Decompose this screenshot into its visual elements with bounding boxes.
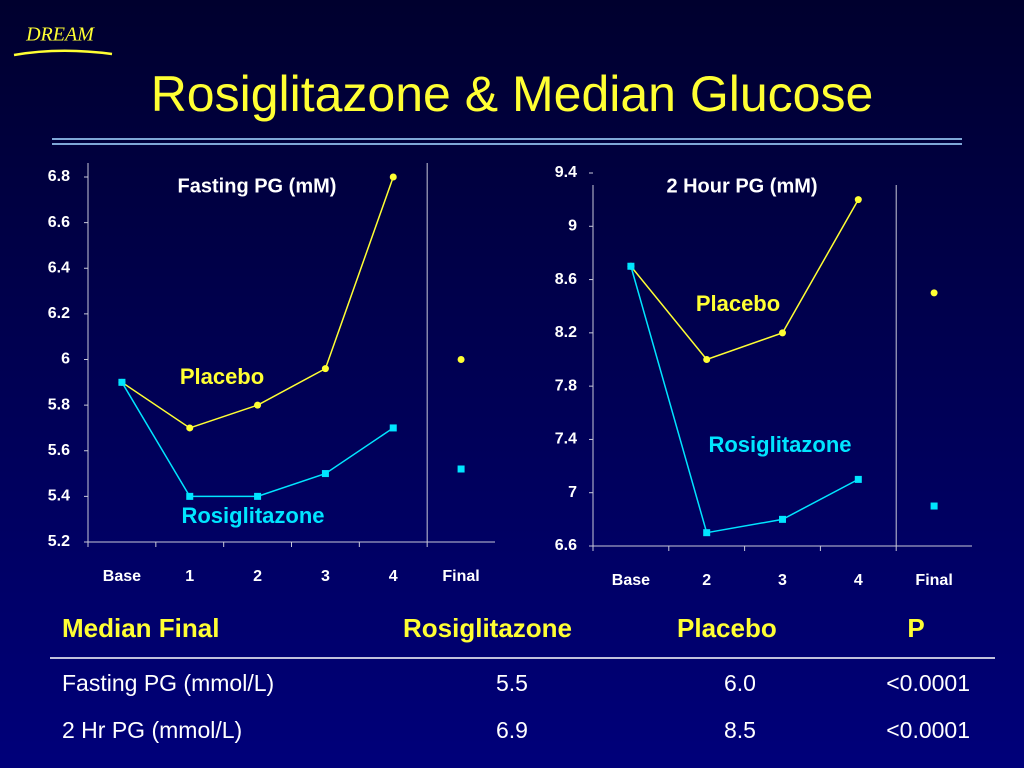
table-header: Median Final xyxy=(62,613,219,643)
series-line xyxy=(630,199,859,361)
table: Median Final Rosiglitazone Placebo P Fasting… xyxy=(50,613,995,743)
y-tick-label: 6 xyxy=(61,351,70,368)
series-label: Rosiglitazone xyxy=(181,503,324,528)
y-tick-label: 5.6 xyxy=(48,442,70,459)
table-cell: 2 Hr PG (mmol/L) xyxy=(62,717,242,743)
table-cell: 5.5 xyxy=(496,670,528,696)
y-tick-label: 7 xyxy=(568,484,577,501)
series-label: Placebo xyxy=(696,291,780,316)
table-cell: Fasting PG (mmol/L) xyxy=(62,670,274,696)
y-tick-label: 8.6 xyxy=(555,271,577,288)
marker xyxy=(186,424,194,432)
table-header: P xyxy=(907,613,924,643)
table-cell: <0.0001 xyxy=(886,717,970,743)
logo: DREAM xyxy=(25,24,95,46)
y-tick-label: 7.4 xyxy=(555,431,577,448)
y-tick-label: 6.6 xyxy=(555,537,577,554)
marker xyxy=(627,262,635,270)
table-cell: 6.0 xyxy=(724,670,756,696)
y-tick-label: 6.6 xyxy=(48,214,70,231)
y-tick-label: 7.8 xyxy=(555,377,577,394)
x-tick-label: 3 xyxy=(778,572,787,589)
marker xyxy=(854,475,862,483)
y-tick-label: 6.2 xyxy=(48,305,70,322)
table-cell: 8.5 xyxy=(724,717,756,743)
marker xyxy=(321,365,329,373)
y-tick-label: 9.4 xyxy=(555,164,577,181)
x-tick-label: Base xyxy=(103,568,141,585)
x-tick-label: 3 xyxy=(321,568,330,585)
x-tick-label: 2 xyxy=(253,568,262,585)
series-label: Rosiglitazone xyxy=(708,432,851,457)
table-header: Placebo xyxy=(677,613,777,643)
x-tick-label: 4 xyxy=(854,572,863,589)
y-tick-label: 5.8 xyxy=(48,396,70,413)
marker xyxy=(389,173,397,181)
x-tick-label: 1 xyxy=(185,568,194,585)
chart-title: Fasting PG (mM) xyxy=(178,175,337,197)
x-tick-label: Final xyxy=(915,572,952,589)
y-tick-label: 6.8 xyxy=(48,168,70,185)
x-tick-label: 2 xyxy=(702,572,711,589)
marker xyxy=(254,492,262,500)
chart-title: 2 Hour PG (mM) xyxy=(666,175,817,197)
marker xyxy=(254,401,262,409)
y-tick-label: 8.2 xyxy=(555,324,577,341)
table-cell: 6.9 xyxy=(496,717,528,743)
x-tick-label: 4 xyxy=(389,568,398,585)
marker xyxy=(457,465,465,473)
logo-swoosh xyxy=(13,49,113,57)
y-tick-label: 6.4 xyxy=(48,259,70,276)
marker xyxy=(930,289,938,297)
y-tick-label: 9 xyxy=(568,218,577,235)
series-label: Placebo xyxy=(180,364,264,389)
x-tick-label: Base xyxy=(612,572,650,589)
marker xyxy=(321,470,329,478)
marker xyxy=(779,515,786,523)
y-tick-label: 5.4 xyxy=(48,488,70,505)
x-tick-label: Final xyxy=(442,568,479,585)
marker xyxy=(389,424,397,432)
marker xyxy=(779,329,786,337)
slide-title: Rosiglitazone & Median Glucose xyxy=(151,66,874,122)
marker xyxy=(703,356,711,363)
marker xyxy=(854,196,862,204)
marker xyxy=(930,502,938,510)
table-cell: <0.0001 xyxy=(886,670,970,696)
y-tick-label: 5.2 xyxy=(48,533,70,550)
marker xyxy=(186,492,194,500)
marker xyxy=(703,529,711,537)
marker xyxy=(457,356,465,363)
marker xyxy=(118,378,126,386)
table-header: Rosiglitazone xyxy=(403,613,572,643)
series-line xyxy=(630,266,859,534)
